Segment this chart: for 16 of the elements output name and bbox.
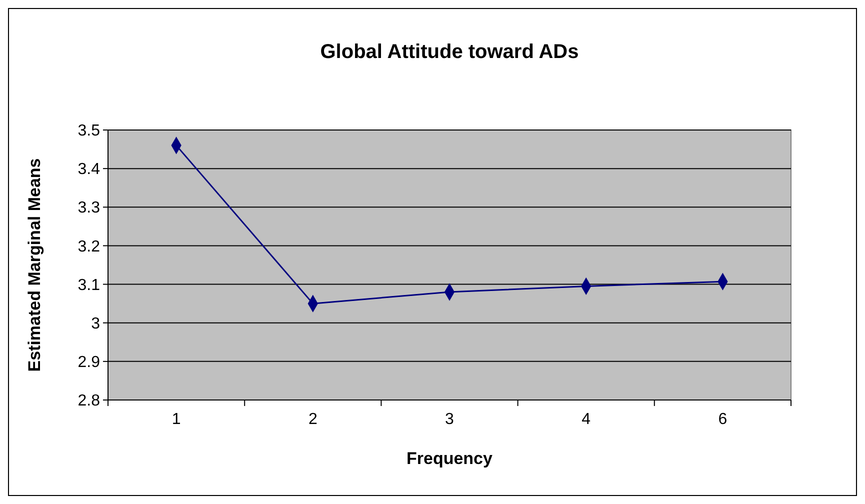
y-tick-label: 3.4	[78, 161, 100, 178]
y-tick-label: 2.8	[78, 392, 100, 410]
y-tick-label: 3.3	[78, 200, 100, 217]
y-tick-label: 3.5	[78, 122, 100, 140]
y-tick-label: 3.2	[78, 238, 100, 256]
y-tick-label: 3.1	[78, 276, 100, 294]
x-tick-label: 2	[308, 411, 318, 428]
x-axis-title: Frequency	[406, 449, 494, 468]
x-tick-label: 1	[172, 411, 181, 428]
x-tick-label: 6	[718, 411, 728, 428]
y-tick-label: 3	[91, 315, 100, 332]
y-tick-label: 2.9	[78, 354, 100, 372]
x-tick-label: 3	[445, 411, 454, 428]
y-axis-title: Estimated Marginal Means	[24, 158, 44, 372]
chart-title: Global Attitude toward ADs	[320, 41, 579, 63]
x-tick-label: 4	[582, 411, 591, 428]
